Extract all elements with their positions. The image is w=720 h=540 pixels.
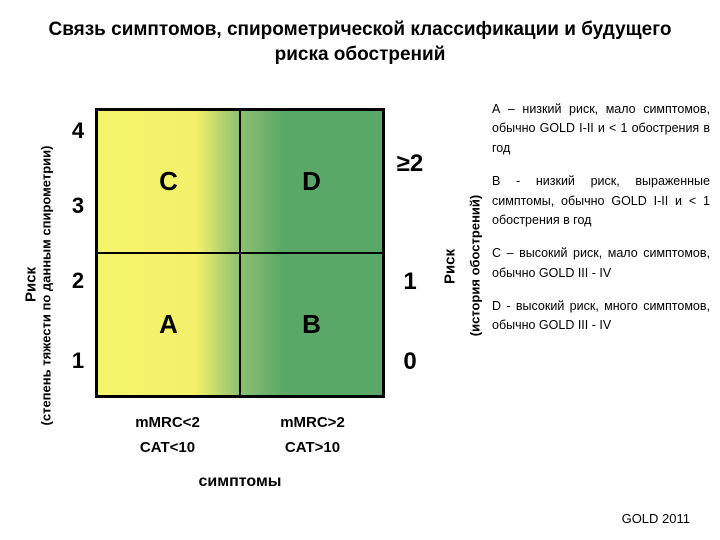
left-num-1: 1 xyxy=(68,348,88,374)
legend-A: А – низкий риск, мало симптомов, обычно … xyxy=(492,100,710,158)
cat-gt-label: CAT>10 xyxy=(240,435,385,460)
y-right-sub-label: (история обострений) xyxy=(468,116,483,416)
left-num-4: 4 xyxy=(68,118,88,144)
y-axis-right: Риск (история обострений) xyxy=(438,128,468,418)
x-axis-title: симптомы xyxy=(95,473,385,491)
x-axis-labels: mMRC<2 mMRC>2 CAT<10 CAT>10 xyxy=(95,410,385,460)
legend: А – низкий риск, мало симптомов, обычно … xyxy=(492,100,710,350)
cat-lt-label: CAT<10 xyxy=(95,435,240,460)
y-axis-left: Риск (степень тяжести по данным спиромет… xyxy=(14,128,44,428)
source-label: GOLD 2011 xyxy=(622,511,690,526)
legend-B: B - низкий риск, выраженные симптомы, об… xyxy=(492,172,710,230)
cell-C: C xyxy=(97,110,240,253)
right-num-1: 1 xyxy=(392,268,428,296)
mmrc-lt-label: mMRC<2 xyxy=(95,410,240,435)
y-left-risk-label: Риск xyxy=(23,135,40,435)
right-num-0: 0 xyxy=(392,348,428,376)
quadrant-grid: C D A B xyxy=(95,108,385,398)
legend-C: C – высокий риск, мало симптомов, обычно… xyxy=(492,244,710,283)
left-num-2: 2 xyxy=(68,268,88,294)
mmrc-gt-label: mMRC>2 xyxy=(240,410,385,435)
cell-B: B xyxy=(240,253,383,396)
cell-A: A xyxy=(97,253,240,396)
page-title: Связь симптомов, спирометрической класси… xyxy=(0,0,720,75)
cell-D: D xyxy=(240,110,383,253)
legend-D: D - высокий риск, много симптомов, обычн… xyxy=(492,297,710,336)
y-right-risk-label: Риск xyxy=(442,127,459,407)
left-num-3: 3 xyxy=(68,193,88,219)
right-num-ge2: ≥2 xyxy=(392,150,428,178)
y-left-sub-label: (степень тяжести по данным спирометрии) xyxy=(39,126,54,446)
